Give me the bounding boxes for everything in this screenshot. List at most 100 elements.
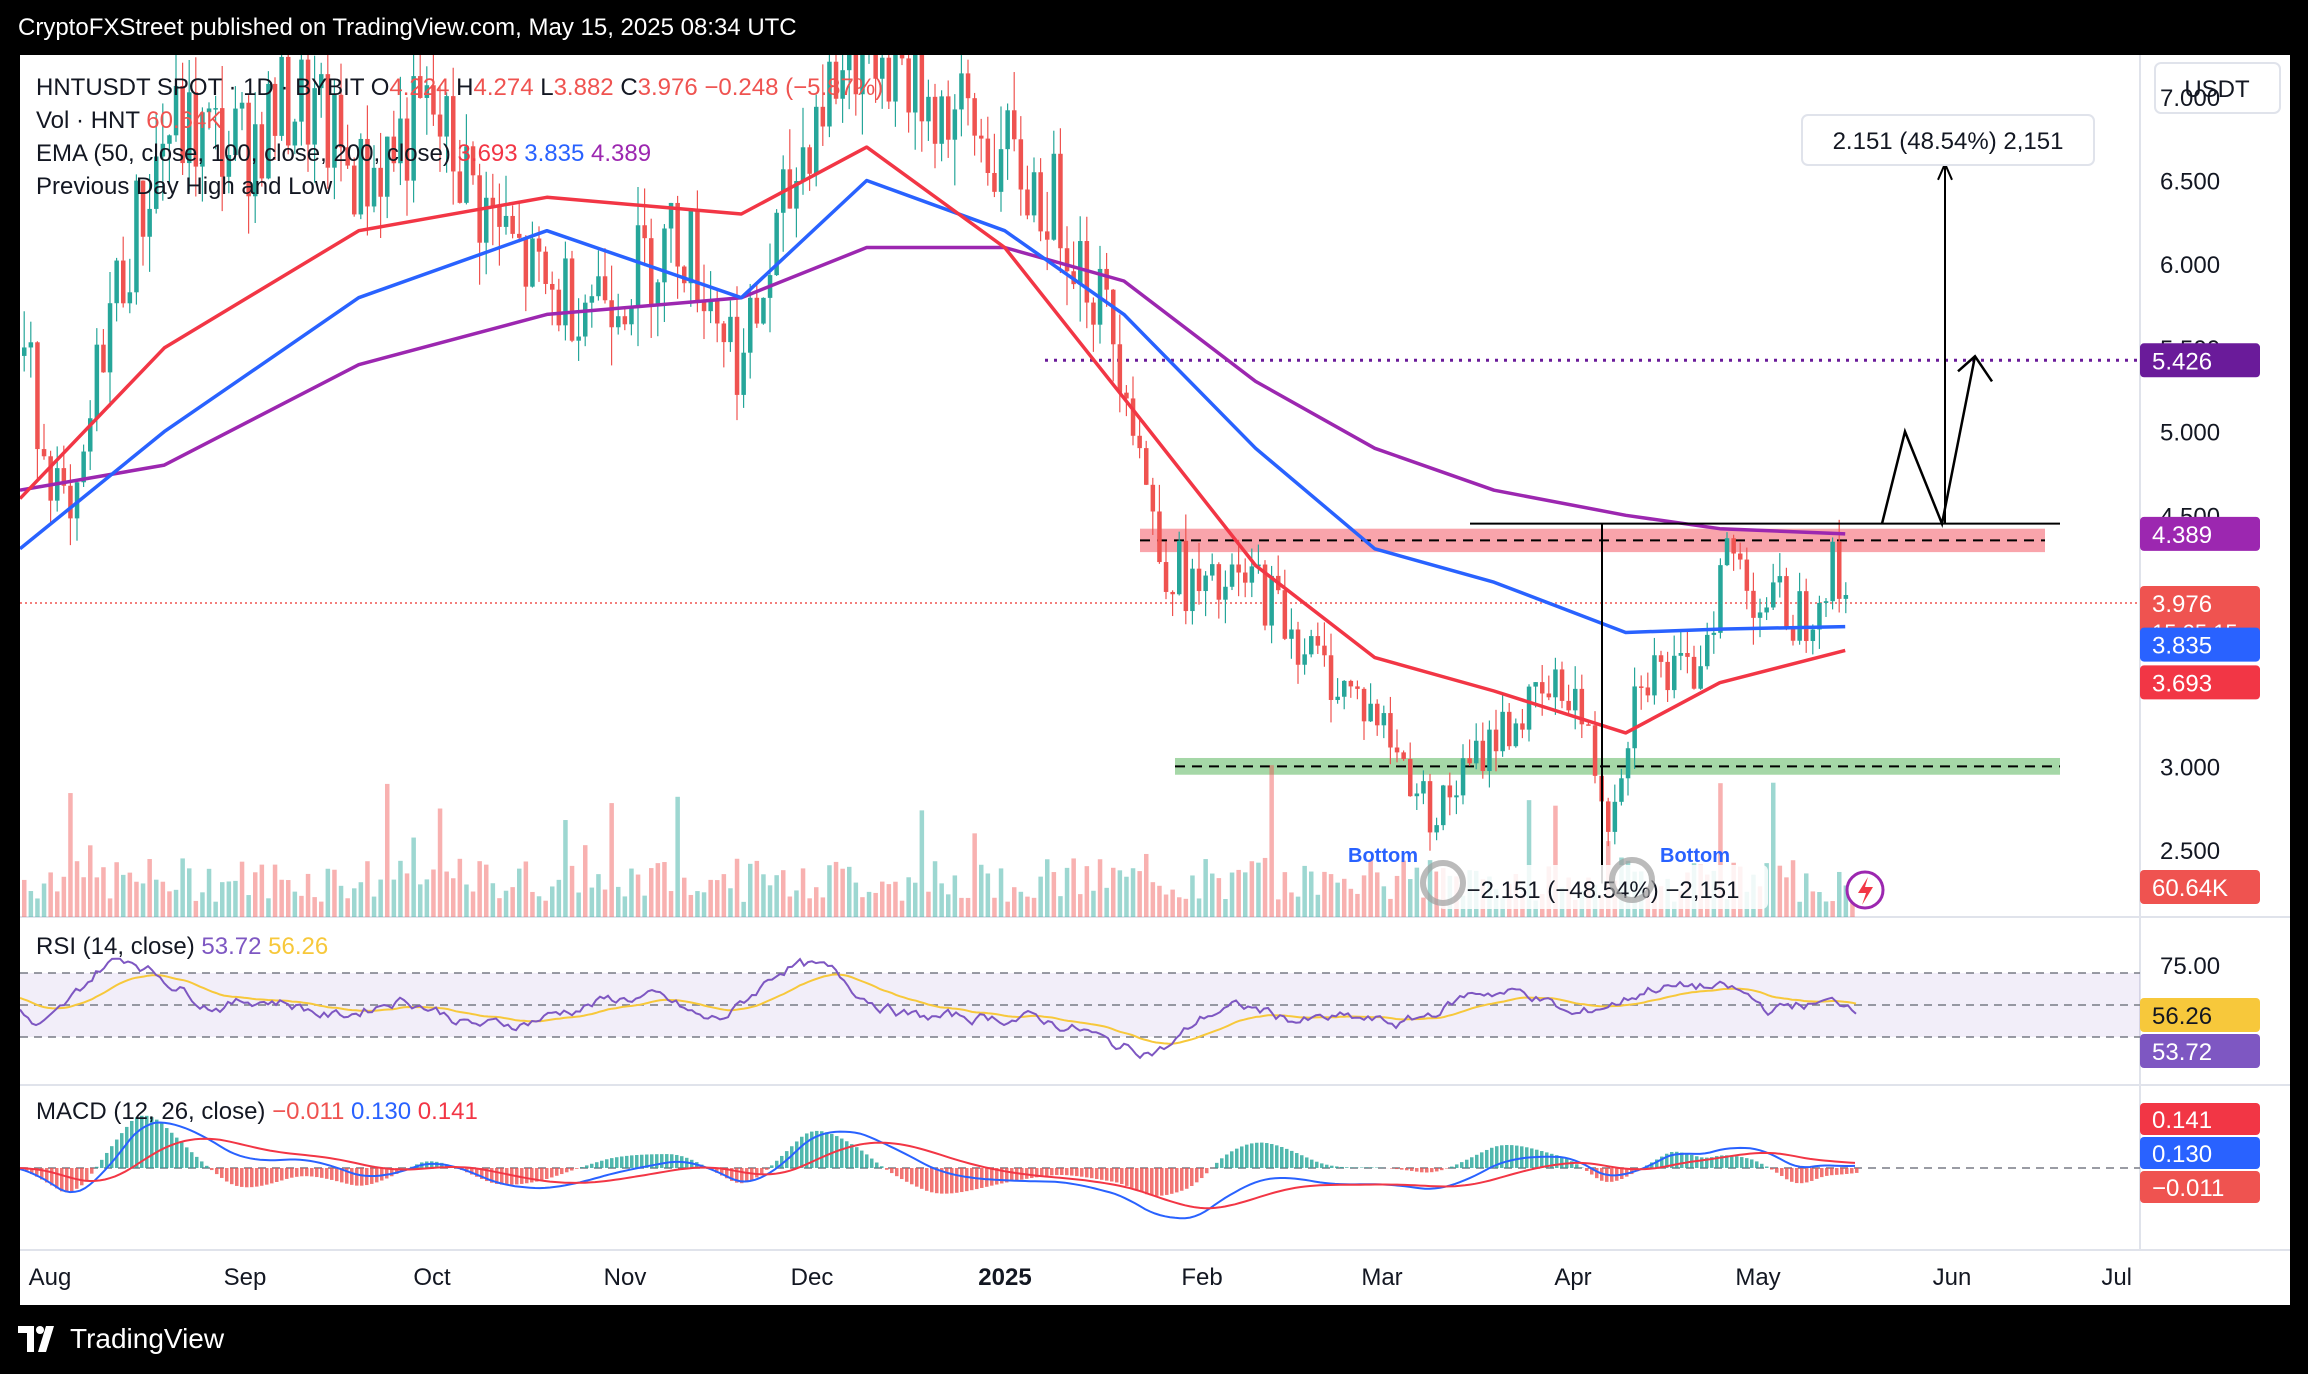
- macd-hist-bar: [1260, 1142, 1264, 1168]
- candle-body: [1711, 632, 1717, 635]
- candle-body: [1566, 700, 1571, 711]
- candle-body: [312, 88, 317, 145]
- macd-hist-bar: [1145, 1168, 1149, 1195]
- candle-body: [1170, 591, 1175, 595]
- macd-hist-bar: [1845, 1168, 1849, 1174]
- candle-body: [569, 258, 575, 341]
- macd-hist-bar: [235, 1168, 239, 1186]
- chart-frame[interactable]: 2.151 (48.54%) 2,151 −2.151 (−48.54%) −2,…: [18, 0, 2290, 1305]
- volume-bar: [140, 883, 146, 917]
- macd-hist-bar: [1685, 1153, 1689, 1168]
- macd-hist-bar: [220, 1168, 224, 1178]
- macd-hist-bar: [195, 1156, 199, 1168]
- price-tick: 6.000: [2160, 252, 2220, 279]
- macd-hist-bar: [1415, 1168, 1419, 1172]
- macd-hist-bar: [500, 1168, 504, 1185]
- candle-body: [1764, 607, 1769, 613]
- macd-hist-bar: [1710, 1157, 1714, 1168]
- volume-bar: [35, 898, 40, 917]
- candle-body: [827, 61, 832, 127]
- candle-body: [61, 468, 67, 486]
- volume-bar: [1045, 859, 1050, 917]
- macd-hist-bar: [280, 1168, 284, 1181]
- candle-body: [457, 171, 463, 203]
- macd-hist-bar: [1105, 1168, 1109, 1181]
- candle-body: [1447, 785, 1453, 798]
- candle-body: [160, 143, 166, 157]
- macd-hist-bar: [1705, 1157, 1709, 1168]
- candle-body: [1401, 752, 1406, 760]
- candle-body: [404, 118, 410, 181]
- macd-hist-bar: [1200, 1168, 1204, 1179]
- macd-hist-bar: [595, 1162, 599, 1168]
- macd-hist-bar: [770, 1165, 774, 1168]
- macd-hist-bar: [905, 1168, 909, 1182]
- time-tick: Apr: [1554, 1264, 1591, 1291]
- volume-bar: [1414, 867, 1420, 917]
- macd-hist-bar: [1340, 1166, 1344, 1168]
- volume-bar: [292, 891, 298, 917]
- macd-hist-bar: [1120, 1168, 1124, 1185]
- volume-bar: [305, 873, 311, 917]
- macd-hist-bar: [765, 1168, 769, 1170]
- volume-bar: [767, 885, 773, 917]
- candle-body: [1203, 575, 1208, 592]
- macd-hist-bar: [1045, 1168, 1049, 1176]
- macd-hist-bar: [830, 1133, 834, 1168]
- macd-hist-bar: [1470, 1157, 1474, 1168]
- price-badge-value: 4.389: [2152, 522, 2212, 549]
- candle-body: [1540, 682, 1545, 694]
- macd-hist-bar: [1190, 1168, 1194, 1186]
- candle-body: [794, 181, 799, 209]
- candle-body: [715, 299, 720, 324]
- time-tick: Jul: [2101, 1264, 2132, 1291]
- macd-hist-bar: [1475, 1154, 1479, 1168]
- candle-body: [1837, 541, 1842, 599]
- candle-body: [708, 299, 713, 312]
- volume-bar: [246, 895, 251, 917]
- macd-hist-bar: [790, 1146, 794, 1168]
- volume-bar: [173, 889, 179, 917]
- candle-body: [800, 147, 806, 182]
- macd-hist-bar: [60, 1168, 64, 1192]
- brand[interactable]: TradingView: [18, 1323, 224, 1355]
- candle-body: [437, 114, 443, 137]
- candle-body: [253, 124, 258, 197]
- macd-hist-bar: [1535, 1149, 1539, 1168]
- candle-body: [1302, 654, 1307, 665]
- volume-bar: [279, 879, 284, 917]
- candle-body: [385, 136, 390, 197]
- volume-bar: [1130, 868, 1136, 917]
- candle-body: [213, 108, 218, 110]
- volume-bar: [906, 877, 911, 917]
- macd-hist-bar: [1395, 1168, 1399, 1170]
- volume-bar: [160, 881, 166, 917]
- macd-hist-bar: [875, 1162, 879, 1168]
- price-tick: 6.500: [2160, 169, 2220, 196]
- volume-bar: [926, 891, 931, 917]
- volume-bar: [147, 859, 152, 917]
- volume-bar: [1137, 871, 1142, 917]
- volume-bar: [1111, 867, 1116, 917]
- candle-body: [886, 57, 892, 102]
- candle-body: [880, 57, 885, 79]
- volume-bar: [365, 861, 370, 917]
- volume-bar: [589, 887, 595, 917]
- candle-body: [576, 336, 581, 341]
- price-badge: [2140, 516, 2260, 551]
- macd-hist-bar: [1235, 1148, 1239, 1168]
- volume-bar: [616, 886, 621, 917]
- macd-hist-bar: [1825, 1168, 1829, 1176]
- candle-body: [688, 210, 694, 284]
- time-tick: Nov: [604, 1264, 647, 1291]
- candle-body: [200, 112, 205, 167]
- ema200-line: [19, 245, 1846, 536]
- candle-body: [1025, 189, 1030, 216]
- macd-hist-bar: [1115, 1168, 1119, 1183]
- macd-hist-bar: [865, 1154, 869, 1168]
- volume-bar: [517, 868, 522, 917]
- price-badge-value: 3.693: [2152, 670, 2212, 697]
- macd-hist-bar: [910, 1168, 914, 1185]
- price-chart[interactable]: 2.151 (48.54%) 2,151 −2.151 (−48.54%) −2,…: [18, 0, 2290, 1305]
- publish-text: CryptoFXStreet published on TradingView.…: [18, 14, 797, 41]
